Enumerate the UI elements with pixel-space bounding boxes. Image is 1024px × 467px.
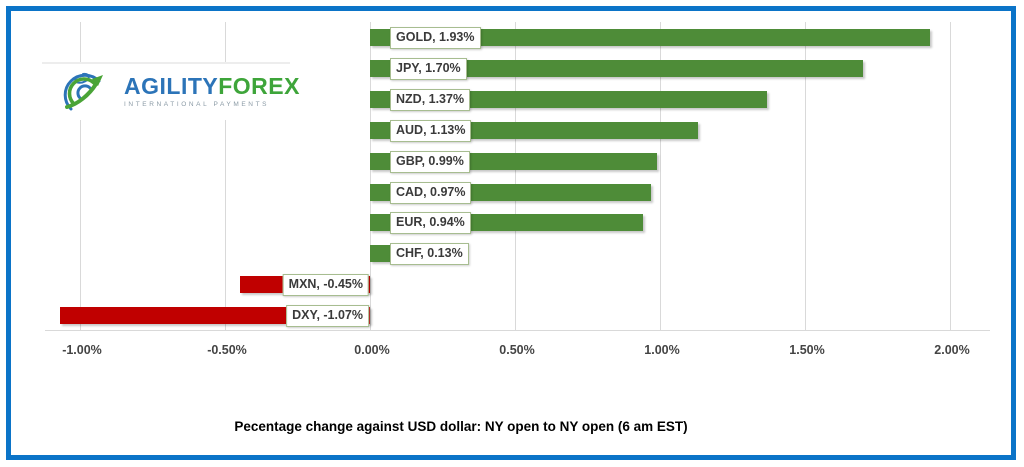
data-label-dxy: DXY, -1.07%: [286, 305, 369, 327]
x-tick: -1.00%: [62, 343, 102, 357]
logo-name: AGILITYFOREX: [124, 75, 300, 98]
x-tick: 1.00%: [644, 343, 680, 357]
gridline: [80, 22, 81, 330]
gridline: [225, 22, 226, 330]
bar-gold: [370, 29, 930, 46]
logo-wordmark: AGILITYFOREX INTERNATIONAL PAYMENTS: [124, 75, 300, 109]
data-label-chf: CHF, 0.13%: [390, 243, 469, 265]
x-tick: 0.50%: [499, 343, 535, 357]
data-label-eur: EUR, 0.94%: [390, 212, 471, 234]
data-label-gold: GOLD, 1.93%: [390, 27, 481, 49]
gridline: [515, 22, 516, 330]
data-label-jpy: JPY, 1.70%: [390, 58, 467, 80]
gridline: [660, 22, 661, 330]
bar-jpy: [370, 60, 863, 77]
data-label-mxn: MXN, -0.45%: [282, 274, 369, 296]
x-tick: 2.00%: [934, 343, 970, 357]
gridline: [370, 22, 371, 330]
logo-text-forex: FOREX: [218, 73, 300, 100]
data-label-nzd: NZD, 1.37%: [390, 89, 471, 111]
data-label-gbp: GBP, 0.99%: [390, 151, 470, 173]
globe-swoosh-icon: [63, 72, 103, 111]
logo-tagline: INTERNATIONAL PAYMENTS: [124, 101, 270, 109]
data-label-cad: CAD, 0.97%: [390, 182, 472, 204]
x-tick: 1.50%: [789, 343, 825, 357]
gridline: [950, 22, 951, 330]
data-label-aud: AUD, 1.13%: [390, 120, 472, 142]
x-tick: 0.00%: [354, 343, 390, 357]
logo-text-agility: AGILITY: [124, 73, 219, 100]
agilityforex-logo: AGILITYFOREX INTERNATIONAL PAYMENTS: [42, 62, 299, 120]
x-axis-line: [45, 330, 990, 331]
x-tick: -0.50%: [207, 343, 247, 357]
chart-caption: Pecentage change against USD dollar: NY …: [234, 419, 688, 434]
gridline: [805, 22, 806, 330]
